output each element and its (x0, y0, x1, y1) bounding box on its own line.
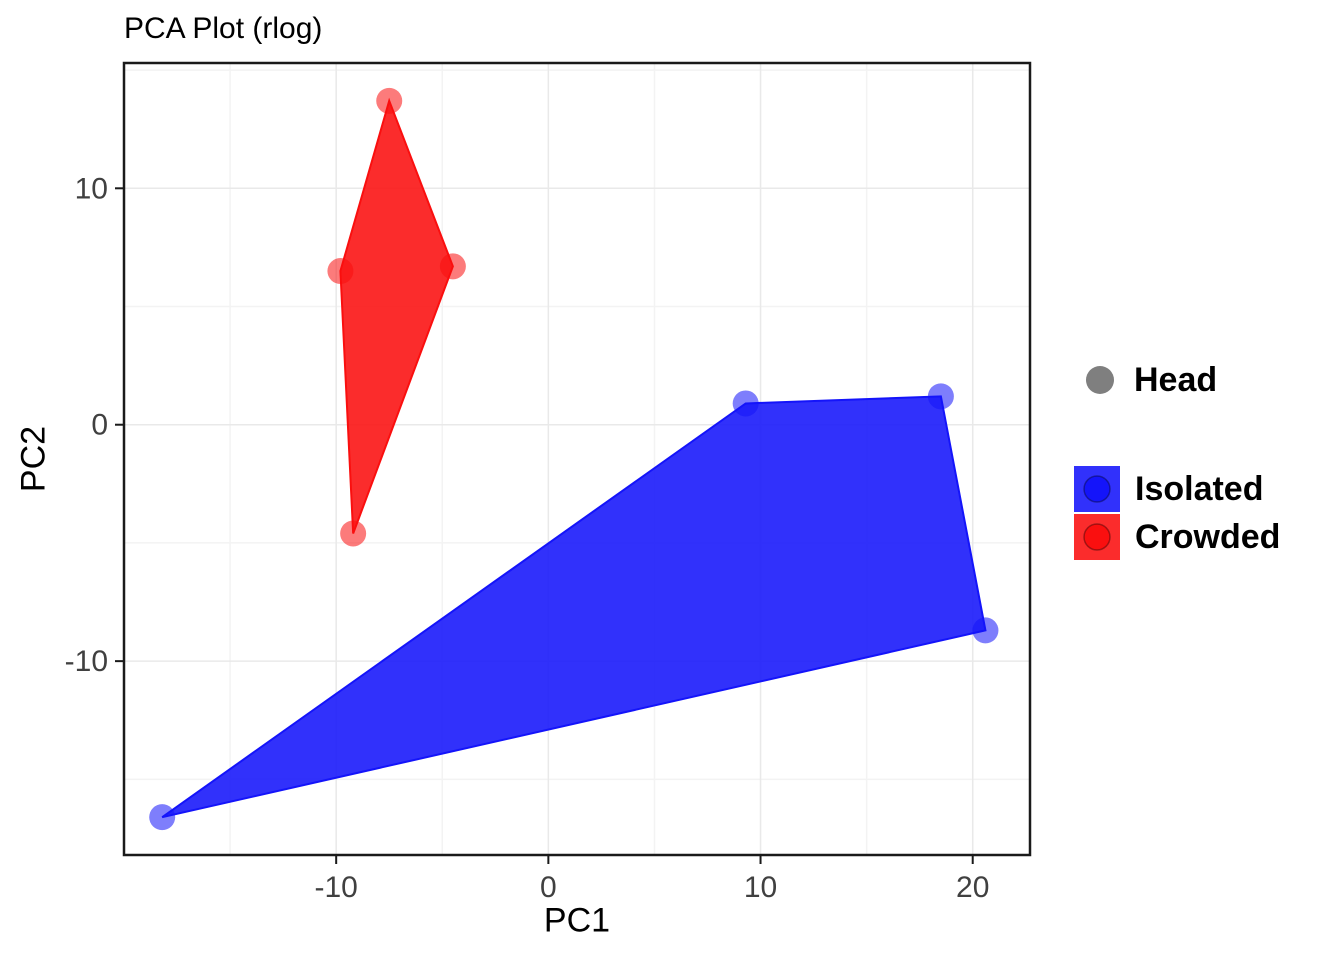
head-point-icon (1086, 366, 1114, 394)
panel-border (122, 61, 1032, 857)
crowded-point (327, 258, 354, 285)
crowded-point (439, 253, 466, 280)
chart-title: PCA Plot (rlog) (124, 12, 323, 45)
isolated-key-point (1083, 475, 1111, 503)
isolated-point (149, 804, 176, 831)
legend-item-isolated: Isolated (1073, 465, 1263, 513)
legend-item-head: Head (1080, 360, 1217, 400)
crowded-key-point (1083, 523, 1111, 551)
y-tick-label: 0 (91, 409, 108, 442)
isolated-point (927, 383, 954, 410)
isolated-key-icon (1074, 466, 1120, 512)
crowded-key-icon (1074, 514, 1120, 560)
isolated-point (972, 617, 999, 644)
legend-label-isolated: Isolated (1135, 469, 1264, 508)
crowded-point (340, 520, 367, 547)
x-axis-title: PC1 (543, 901, 611, 940)
x-tick-label: 0 (540, 871, 557, 904)
y-tick-label: -10 (65, 645, 108, 678)
x-tick-label: 20 (956, 871, 989, 904)
y-tick-label: 10 (75, 172, 108, 205)
legend-label-head: Head (1134, 360, 1218, 399)
legend-label-crowded: Crowded (1135, 517, 1281, 556)
crowded-point (376, 87, 403, 114)
isolated-point (732, 390, 759, 417)
x-tick-label: 10 (744, 871, 777, 904)
head-point-glyph (1086, 366, 1114, 394)
legend-item-crowded: Crowded (1073, 513, 1280, 561)
y-axis-title: PC2 (14, 425, 53, 493)
x-tick-label: -10 (314, 871, 357, 904)
